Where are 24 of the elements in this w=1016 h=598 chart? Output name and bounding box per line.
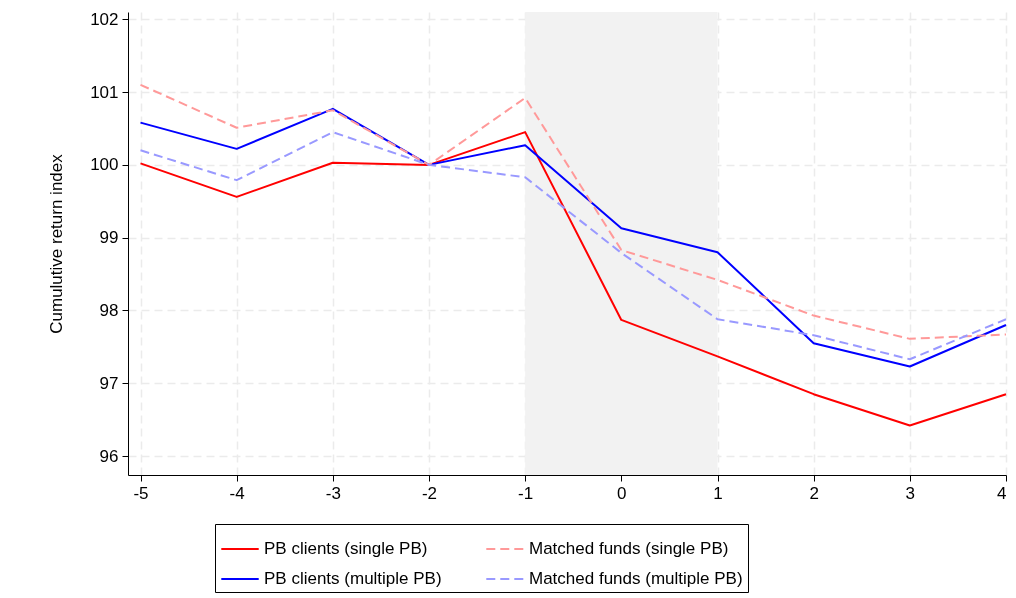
- x-tick-label: 4: [997, 483, 1007, 503]
- legend-label: PB clients (single PB): [264, 539, 428, 558]
- x-tick-label: -1: [518, 483, 534, 503]
- y-tick-label: 102: [90, 9, 119, 29]
- legend-label: Matched funds (single PB): [529, 539, 729, 558]
- y-tick-label: 100: [90, 155, 119, 175]
- line-series: [139, 131, 1007, 427]
- y-tick-label: 97: [99, 373, 119, 393]
- x-tick-label: 2: [809, 483, 819, 503]
- line-series: [139, 83, 1007, 340]
- x-tick-label: 1: [713, 483, 723, 503]
- x-tick-label: -5: [133, 483, 149, 503]
- y-tick-label: 99: [99, 228, 119, 248]
- y-tick-label: 98: [99, 300, 119, 320]
- x-tick-label: -4: [229, 483, 245, 503]
- x-tick-label: -2: [421, 483, 438, 503]
- x-tick-label: 3: [905, 483, 916, 503]
- y-axis-title: Cumulutive return index: [47, 153, 67, 334]
- legend-label: Matched funds (multiple PB): [529, 569, 743, 588]
- x-tick-label: -3: [325, 483, 341, 503]
- y-tick-label: 101: [90, 82, 119, 102]
- legend-label: PB clients (multiple PB): [264, 569, 442, 588]
- y-tick-label: 96: [99, 446, 119, 466]
- x-tick-label: 0: [617, 483, 627, 503]
